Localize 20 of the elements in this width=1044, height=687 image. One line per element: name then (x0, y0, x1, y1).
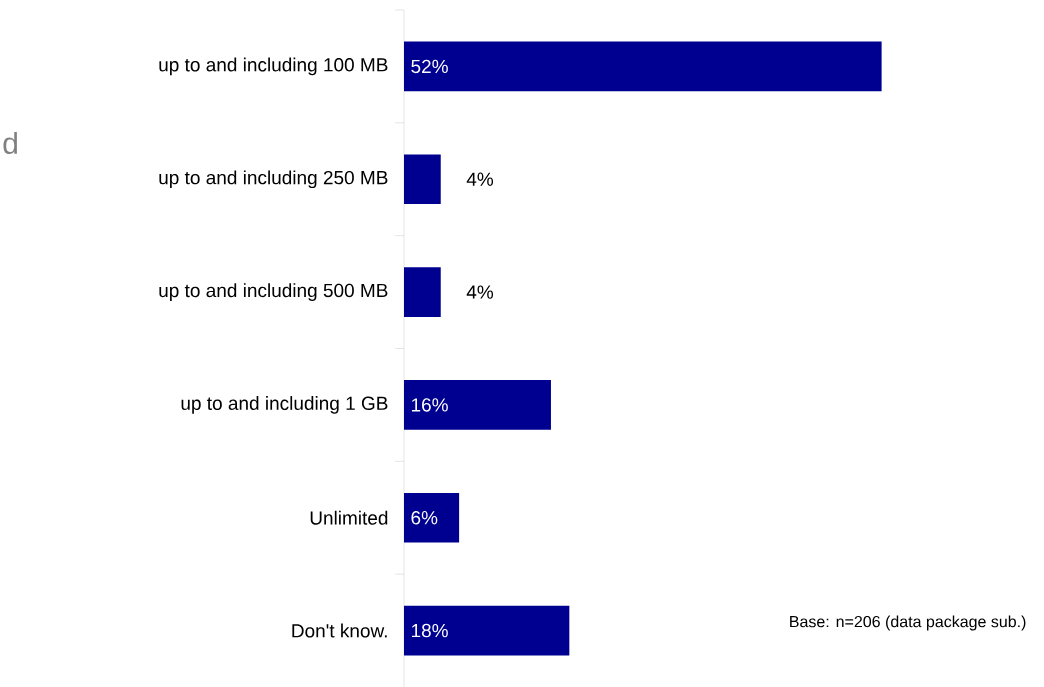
bar (404, 605, 570, 656)
y-tick-label: up to and including 250 MB (159, 170, 388, 189)
y-tick-label: Unlimited (310, 510, 388, 525)
data-label: 4% (466, 285, 494, 299)
bar (404, 154, 441, 205)
bar (404, 41, 882, 92)
data-label: 18% (411, 623, 448, 638)
data-label: 16% (411, 398, 448, 412)
bar (404, 492, 460, 543)
annotation: Base: n=206 (data package sub.) (790, 615, 1026, 631)
data-label: 52% (411, 59, 448, 74)
data-label: 6% (411, 511, 438, 525)
data-label: 4% (466, 172, 494, 186)
y-tick-label: Don't know. (292, 623, 387, 638)
y-tick-label: up to and including 500 MB (159, 283, 388, 301)
bar (404, 267, 441, 317)
bar (404, 380, 551, 430)
text: d (3, 131, 17, 155)
y-tick-label: up to and including 100 MB (159, 57, 388, 76)
y-tick-label: up to and including 1 GB (181, 396, 388, 414)
